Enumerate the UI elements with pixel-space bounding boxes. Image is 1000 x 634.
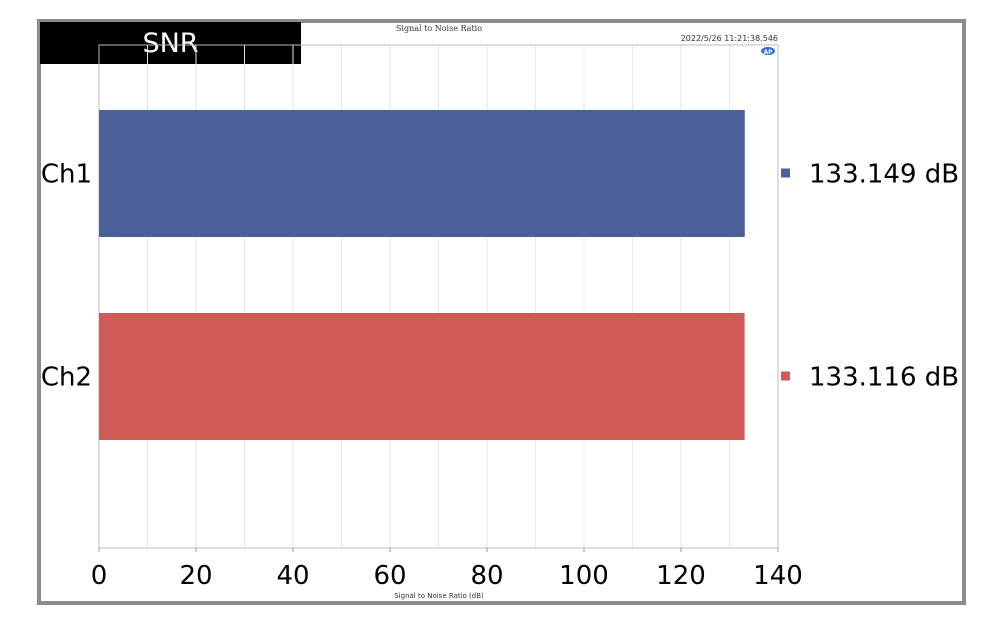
timestamp: 2022/5/26 11:21:38.546 — [681, 34, 778, 43]
x-tick-label: 40 — [276, 561, 309, 591]
bar-ch2 — [99, 313, 745, 440]
x-tick-label: 120 — [656, 561, 706, 591]
value-label: 133.149 dB — [809, 160, 959, 190]
category-label: Ch1 — [41, 160, 92, 190]
x-tick-label: 80 — [470, 561, 503, 591]
x-tick-label: 60 — [373, 561, 406, 591]
snr-banner: SNR — [40, 22, 301, 64]
category-label: Ch2 — [41, 363, 92, 393]
x-tick-label: 100 — [559, 561, 609, 591]
x-tick-label: 20 — [179, 561, 212, 591]
legend-swatch — [781, 168, 790, 178]
ap-logo-icon: AP — [761, 47, 775, 56]
value-labels: 133.149 dB 133.116 dB — [781, 160, 959, 393]
x-axis-label: Signal to Noise Ratio (dB) — [394, 592, 484, 600]
y-axis-categories: Ch1 Ch2 — [41, 160, 92, 393]
chart-title: Signal to Noise Ratio — [396, 24, 482, 33]
legend-swatch — [781, 371, 790, 381]
ap-logo-text: AP — [763, 49, 773, 56]
bar-ch1 — [99, 110, 745, 237]
x-axis-ticks: 0 20 40 60 80 100 120 140 — [91, 548, 803, 591]
value-label: 133.116 dB — [809, 363, 959, 393]
bars — [99, 110, 745, 440]
plot-area — [98, 44, 779, 549]
x-tick-label: 140 — [753, 561, 803, 591]
x-tick-label: 0 — [91, 561, 108, 591]
